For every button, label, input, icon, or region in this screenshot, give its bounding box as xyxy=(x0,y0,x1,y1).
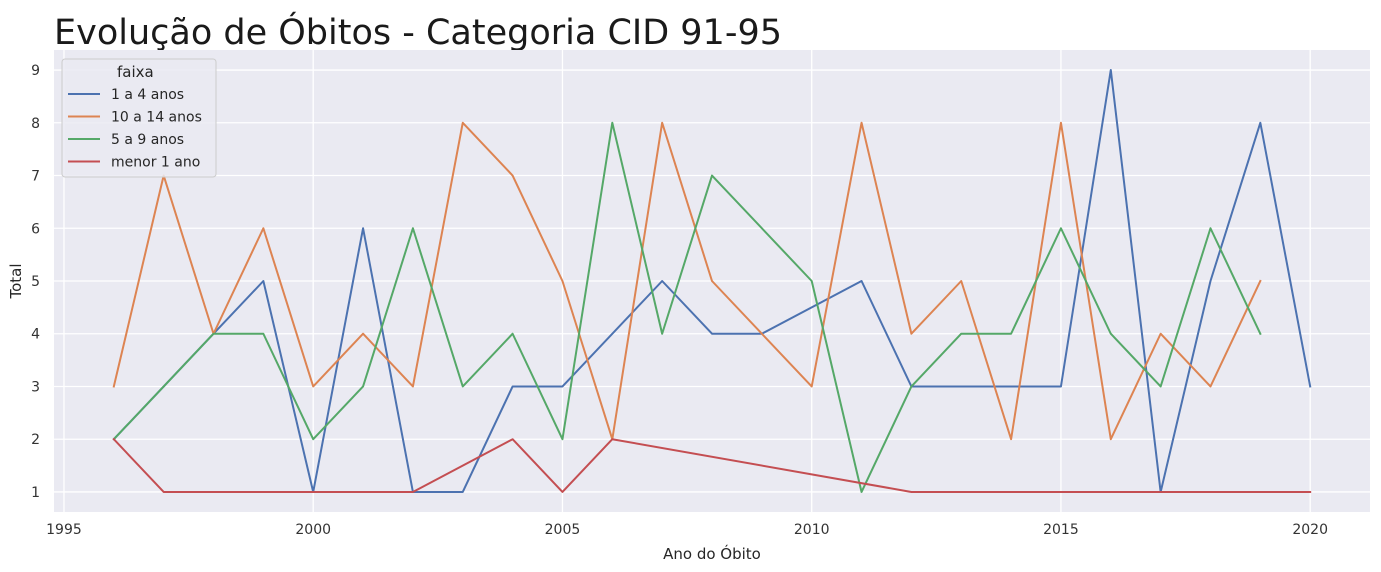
y-tick-label: 6 xyxy=(31,221,40,237)
legend-label-3: menor 1 ano xyxy=(111,155,200,171)
x-tick-label: 2015 xyxy=(1043,522,1079,538)
x-tick-label: 2000 xyxy=(295,522,331,538)
y-tick-label: 5 xyxy=(31,274,40,290)
legend: faixa 1 a 4 anos 10 a 14 anos 5 a 9 anos me… xyxy=(61,58,217,178)
x-axis-label: Ano do Óbito xyxy=(663,544,761,563)
y-tick-label: 8 xyxy=(31,116,40,132)
legend-label-1: 10 a 14 anos xyxy=(111,110,202,126)
x-tick-label: 2005 xyxy=(545,522,581,538)
x-tick-labels: 1995 2000 2005 2010 2015 2020 xyxy=(46,522,1328,538)
chart-title: Evolução de Óbitos - Categoria CID 91-95 xyxy=(54,11,782,53)
y-tick-label: 2 xyxy=(31,432,40,448)
y-tick-label: 9 xyxy=(31,63,40,79)
y-axis-label: Total xyxy=(7,263,25,299)
x-tick-label: 1995 xyxy=(46,522,82,538)
y-tick-label: 1 xyxy=(31,485,40,501)
y-tick-label: 3 xyxy=(31,379,40,395)
legend-label-0: 1 a 4 anos xyxy=(111,87,184,103)
y-tick-label: 7 xyxy=(31,169,40,185)
y-tick-label: 4 xyxy=(31,327,40,343)
legend-title: faixa xyxy=(117,63,154,81)
series-line-1 xyxy=(112,121,1262,441)
series-lines xyxy=(112,69,1312,493)
x-tick-label: 2010 xyxy=(794,522,830,538)
x-tick-label: 2020 xyxy=(1292,522,1328,538)
y-tick-labels: 1 2 3 4 5 6 7 8 9 xyxy=(31,63,40,501)
series-line-3 xyxy=(112,437,1312,493)
series-line-2 xyxy=(112,121,1262,493)
legend-box xyxy=(61,58,217,178)
legend-items: 1 a 4 anos 10 a 14 anos 5 a 9 anos menor 1 … xyxy=(68,87,202,171)
legend-label-2: 5 a 9 anos xyxy=(111,132,184,148)
